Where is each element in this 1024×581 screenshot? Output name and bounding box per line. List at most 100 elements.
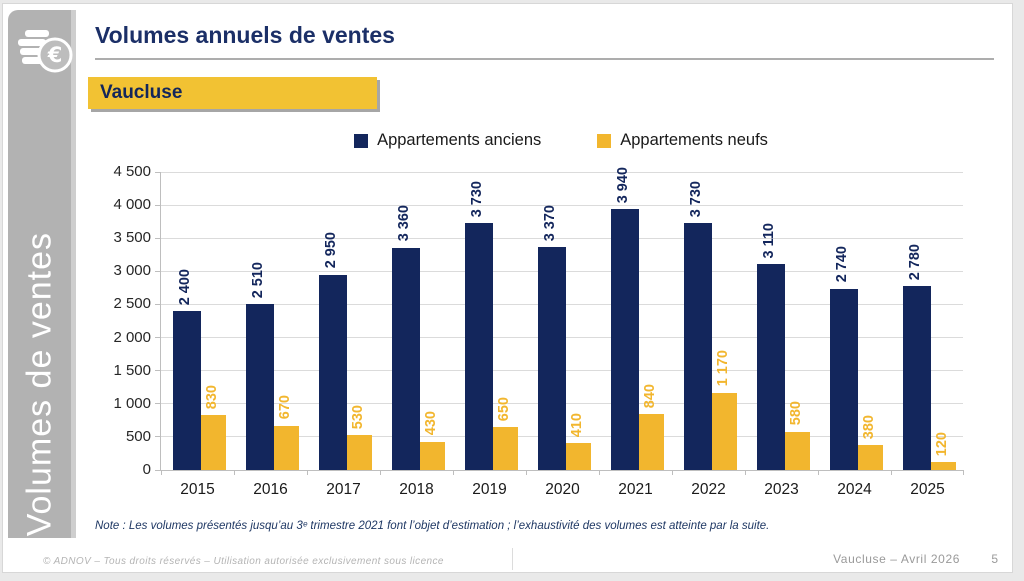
legend-item: Appartements anciens [354,131,541,150]
bar-anciens [757,264,785,470]
x-axis-tick [525,470,527,475]
bar-neufs [420,441,445,470]
y-axis-tick [155,436,161,438]
bar-anciens [319,274,347,470]
slide: € Volumes de ventes Volumes annuels de v… [2,3,1013,573]
x-axis-label: 2020 [545,481,580,498]
y-axis-tick [155,171,161,173]
bar-neufs [931,462,956,470]
y-axis-tick [155,403,161,405]
bar-neufs [785,431,810,470]
bar-anciens [903,285,931,470]
bar-value-label-neufs: 650 [495,396,512,421]
bar-value-label-anciens: 3 940 [615,166,631,204]
bar-anciens [173,311,201,470]
bar-value-label-neufs: 1 170 [714,350,731,387]
bar-anciens [392,247,420,470]
sidebar: € Volumes de ventes [8,10,76,538]
bar-anciens [246,303,274,470]
grid-line [161,171,963,173]
legend-item: Appartements neufs [597,131,768,150]
bar-neufs [566,442,591,470]
x-axis-tick [233,470,235,475]
bar-neufs [274,425,299,470]
region-badge: Vaucluse [88,77,377,109]
y-axis-label: 1 500 [113,361,151,379]
bar-anciens [830,288,858,470]
x-axis-tick [306,470,308,475]
y-axis-label: 3 500 [113,229,151,247]
legend-swatch-icon [597,133,612,148]
chart-legend: Appartements anciens Appartements neufs [158,131,964,150]
bar-neufs [201,415,226,470]
x-axis-label: 2016 [253,481,288,498]
bar-value-label-neufs: 580 [787,401,804,426]
x-axis-label: 2021 [618,481,653,498]
x-axis-label: 2023 [764,481,799,498]
bar-value-label-neufs: 830 [203,384,220,410]
svg-text:€: € [47,43,63,67]
footer-copyright: © ADNOV – Tous droits réservés – Utilisa… [43,556,444,567]
bar-value-label-neufs: 410 [568,412,585,437]
x-axis-label: 2025 [910,481,945,498]
bar-chart-plot-area: 0 500 1 000 1 500 2 000 2 500 3 000 3 500 4 000 4… [113,163,964,498]
y-axis-tick [155,204,161,206]
bar-value-label-anciens: 2 400 [177,268,193,306]
bar-value-label-anciens: 3 730 [469,180,485,217]
bar-value-label-neufs: 120 [933,431,950,457]
footer-divider [512,548,513,570]
legend-label: Appartements neufs [620,131,768,149]
x-axis-tick [452,470,454,475]
x-axis-label: 2015 [180,481,215,498]
bar-value-label-anciens: 3 730 [688,180,704,217]
x-axis-tick [963,470,964,475]
legend-swatch-icon [354,133,369,148]
y-axis-label: 0 [142,461,151,478]
x-axis-tick [890,470,892,475]
bar-neufs [347,434,372,470]
grid-line [161,237,963,239]
y-axis-label: 1 000 [113,394,151,412]
bar-neufs [639,414,664,470]
y-axis-label: 4 000 [113,196,151,214]
legend-label: Appartements anciens [377,131,542,149]
footer-page-number: 5 [991,552,998,566]
y-axis-label: 4 500 [113,163,151,180]
sidebar-edge-strip [71,10,76,538]
sidebar-vertical-label: Volumes de ventes [20,231,58,536]
y-axis-tick [155,270,161,272]
bar-value-label-neufs: 840 [641,384,658,409]
x-axis-tick [160,470,162,475]
bar-anciens [465,223,493,470]
bar-anciens [684,223,712,470]
footer-region-date: Vaucluse – Avril 2026 [833,552,960,566]
bar-value-label-anciens: 3 110 [761,222,777,259]
bar-value-label-anciens: 3 370 [542,204,558,241]
chart-note: Note : Les volumes présentés jusqu’au 3ᵉ… [95,520,770,532]
bar-anciens [611,209,639,470]
x-axis-label: 2019 [472,481,507,498]
x-axis-label: 2018 [399,481,434,498]
y-axis-label: 2 000 [113,328,151,346]
bar-neufs [712,392,737,470]
x-axis-label: 2017 [326,481,361,498]
y-axis-label: 500 [125,427,151,445]
x-axis-tick [671,470,673,475]
x-axis-tick [598,470,600,475]
y-axis-label: 2 500 [113,295,151,313]
coins-euro-icon: € [18,30,73,73]
bar-value-label-neufs: 380 [860,414,877,439]
bar-value-label-anciens: 2 740 [834,246,850,283]
bar-value-label-neufs: 530 [349,404,366,429]
bar-value-label-anciens: 2 950 [323,232,339,269]
y-axis-tick [155,370,161,372]
bar-anciens [538,246,566,470]
y-axis-label: 3 000 [113,262,151,280]
x-axis-label: 2024 [837,481,872,498]
bar-neufs [493,426,518,470]
y-axis-tick [155,337,161,339]
x-axis-tick [744,470,746,475]
bar-value-label-anciens: 2 510 [250,261,266,298]
x-axis-label: 2022 [691,481,726,498]
bar-value-label-anciens: 3 360 [396,205,412,242]
